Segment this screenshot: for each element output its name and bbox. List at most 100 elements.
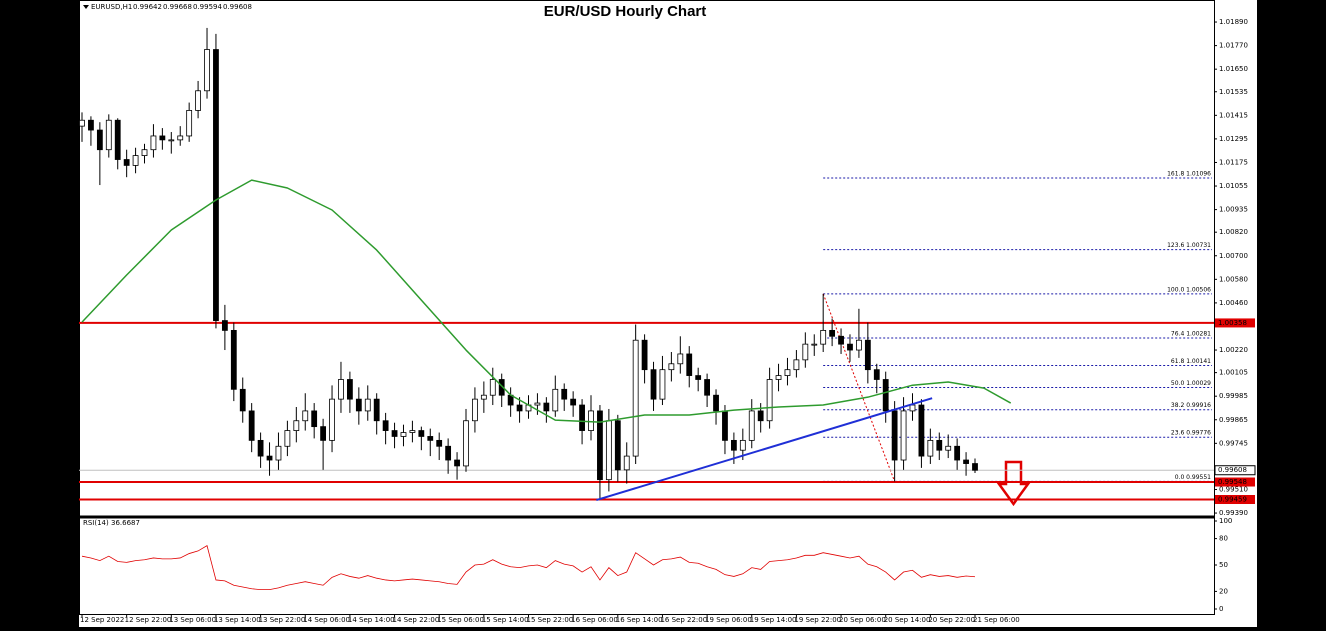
y-tick-label: 1.01890 xyxy=(1219,18,1248,26)
candle-body xyxy=(463,420,469,467)
x-tick-label: 14 Sep 22:00 xyxy=(393,616,440,624)
candle-body xyxy=(641,339,648,371)
y-tick-label: 1.00580 xyxy=(1219,275,1248,283)
candle-body xyxy=(588,410,594,431)
candle-body xyxy=(963,459,969,464)
candle-body xyxy=(748,410,755,441)
candle-body xyxy=(713,394,719,412)
fib-label: 61.8 1.00141 xyxy=(1171,358,1211,365)
x-tick-label: 16 Sep 22:00 xyxy=(660,616,707,624)
rsi-tick-label: 80 xyxy=(1219,535,1228,543)
symbol: EURUSD,H1 xyxy=(91,3,132,11)
candle-body xyxy=(373,398,380,422)
candle-body xyxy=(570,398,577,406)
candle-body xyxy=(445,445,452,461)
x-tick-label: 15 Sep 14:00 xyxy=(482,616,529,624)
current-price-tag xyxy=(1214,465,1256,476)
fib-label: 100.0 1.00506 xyxy=(1167,286,1211,293)
current-price-label: 0.99608 xyxy=(1218,466,1247,474)
candle-body xyxy=(605,420,612,481)
candle-body xyxy=(436,439,443,447)
candle-body xyxy=(257,439,264,457)
y-tick-label: 0.99745 xyxy=(1219,439,1248,447)
candle-body xyxy=(891,410,898,461)
y-tick-label: 1.00220 xyxy=(1219,346,1248,354)
candle-body xyxy=(695,375,702,380)
chart-window xyxy=(79,0,1257,627)
fib-label: 50.0 1.00029 xyxy=(1171,380,1211,387)
y-tick-label: 1.01175 xyxy=(1219,158,1248,166)
candle-body xyxy=(704,379,710,396)
plot-border xyxy=(79,0,1215,615)
candle-body xyxy=(427,436,434,441)
candle-body xyxy=(534,402,541,406)
rsi-tick-label: 20 xyxy=(1219,587,1228,595)
candle-body xyxy=(900,410,907,461)
candle-body xyxy=(498,379,505,396)
candle-body xyxy=(757,410,764,422)
candle-body xyxy=(329,398,335,441)
candle-body xyxy=(391,430,398,437)
candle-body xyxy=(221,320,228,331)
y-tick-label: 0.99865 xyxy=(1219,416,1248,424)
candle-body xyxy=(864,339,871,371)
candle-body xyxy=(945,445,952,451)
candle-body xyxy=(123,159,130,166)
candle-body xyxy=(159,135,166,141)
y-tick-label: 1.01055 xyxy=(1219,182,1248,190)
candle-body xyxy=(293,420,300,431)
price-tag-label: 0.99459 xyxy=(1218,496,1247,504)
candle-body xyxy=(820,329,827,345)
candle-body xyxy=(275,445,282,461)
candle-body xyxy=(213,49,219,321)
candle-body xyxy=(355,398,362,412)
candle-body xyxy=(623,455,630,471)
candle-body xyxy=(650,369,657,400)
price-tag-label: 0.99548 xyxy=(1218,478,1247,486)
candle-body xyxy=(168,139,175,142)
price-tag xyxy=(1215,318,1255,328)
candle-body xyxy=(677,353,684,365)
candle-body xyxy=(543,402,550,412)
candle-body xyxy=(659,369,666,400)
x-tick-label: 21 Sep 06:00 xyxy=(973,616,1020,624)
fib-label: 23.6 0.99776 xyxy=(1171,430,1211,437)
candle-body xyxy=(838,335,844,345)
candle-body xyxy=(972,463,978,471)
x-tick-label: 20 Sep 14:00 xyxy=(884,616,931,624)
candle-body xyxy=(454,459,460,467)
candle-body xyxy=(766,379,773,422)
candle-body xyxy=(793,359,800,371)
candle-body xyxy=(186,110,193,137)
candle-body xyxy=(320,426,327,441)
candle-body xyxy=(338,379,344,400)
candle-body xyxy=(96,129,103,151)
candle-body xyxy=(856,339,862,351)
y-tick-label: 0.99510 xyxy=(1219,485,1248,493)
candle-body xyxy=(927,439,934,457)
candle-body xyxy=(382,420,389,431)
candle-body xyxy=(516,404,523,412)
y-tick-label: 1.01535 xyxy=(1219,88,1248,96)
candle-body xyxy=(873,369,880,380)
fib-label: 0.0 0.99551 xyxy=(1175,474,1211,481)
price-tag-label: 1.00358 xyxy=(1218,319,1247,327)
candle-body xyxy=(802,343,809,361)
down-arrow xyxy=(996,460,1031,507)
candle-body xyxy=(400,432,407,437)
candle-body xyxy=(480,394,487,400)
candle-body xyxy=(195,90,201,111)
candle-body xyxy=(230,329,237,390)
candle-body xyxy=(132,155,139,166)
candle-body xyxy=(632,339,639,457)
price-tag xyxy=(1215,477,1255,487)
candle-body xyxy=(177,135,184,141)
x-tick-label: 12 Sep 2022 xyxy=(80,616,124,624)
candle-body xyxy=(730,439,737,451)
x-tick-label: 20 Sep 22:00 xyxy=(928,616,975,624)
candle-body xyxy=(266,455,273,461)
x-tick-label: 14 Sep 14:00 xyxy=(348,616,395,624)
candle-body xyxy=(105,119,112,151)
candle-body xyxy=(418,430,425,437)
